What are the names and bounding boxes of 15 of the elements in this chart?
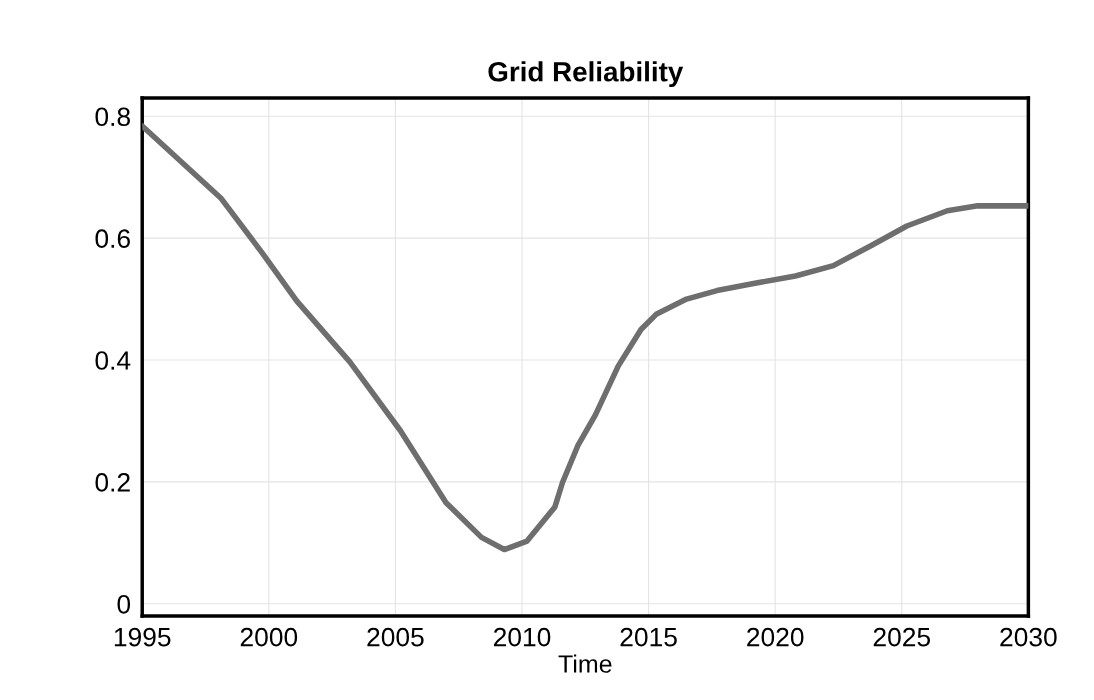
y-tick-label: 0.6 xyxy=(95,229,130,248)
x-axis-title: Time xyxy=(558,654,612,673)
y-tick-label: 0.8 xyxy=(95,107,130,127)
chart-title: Grid Reliability xyxy=(488,61,684,88)
y-tick-label: 0.4 xyxy=(95,351,131,370)
x-tick-label: 2020 xyxy=(747,627,804,647)
x-tick-label: 2010 xyxy=(493,627,551,647)
x-tick-label: 2025 xyxy=(873,627,931,647)
x-tick-label: 1995 xyxy=(114,627,171,647)
y-tick-label: 0 xyxy=(117,594,131,614)
x-tick-label: 2015 xyxy=(620,627,677,647)
x-tick-label: 2030 xyxy=(1000,627,1057,647)
x-tick-label: 2000 xyxy=(240,627,298,647)
y-tick-label: 0.2 xyxy=(95,473,130,492)
x-tick-label: 2005 xyxy=(367,627,424,647)
